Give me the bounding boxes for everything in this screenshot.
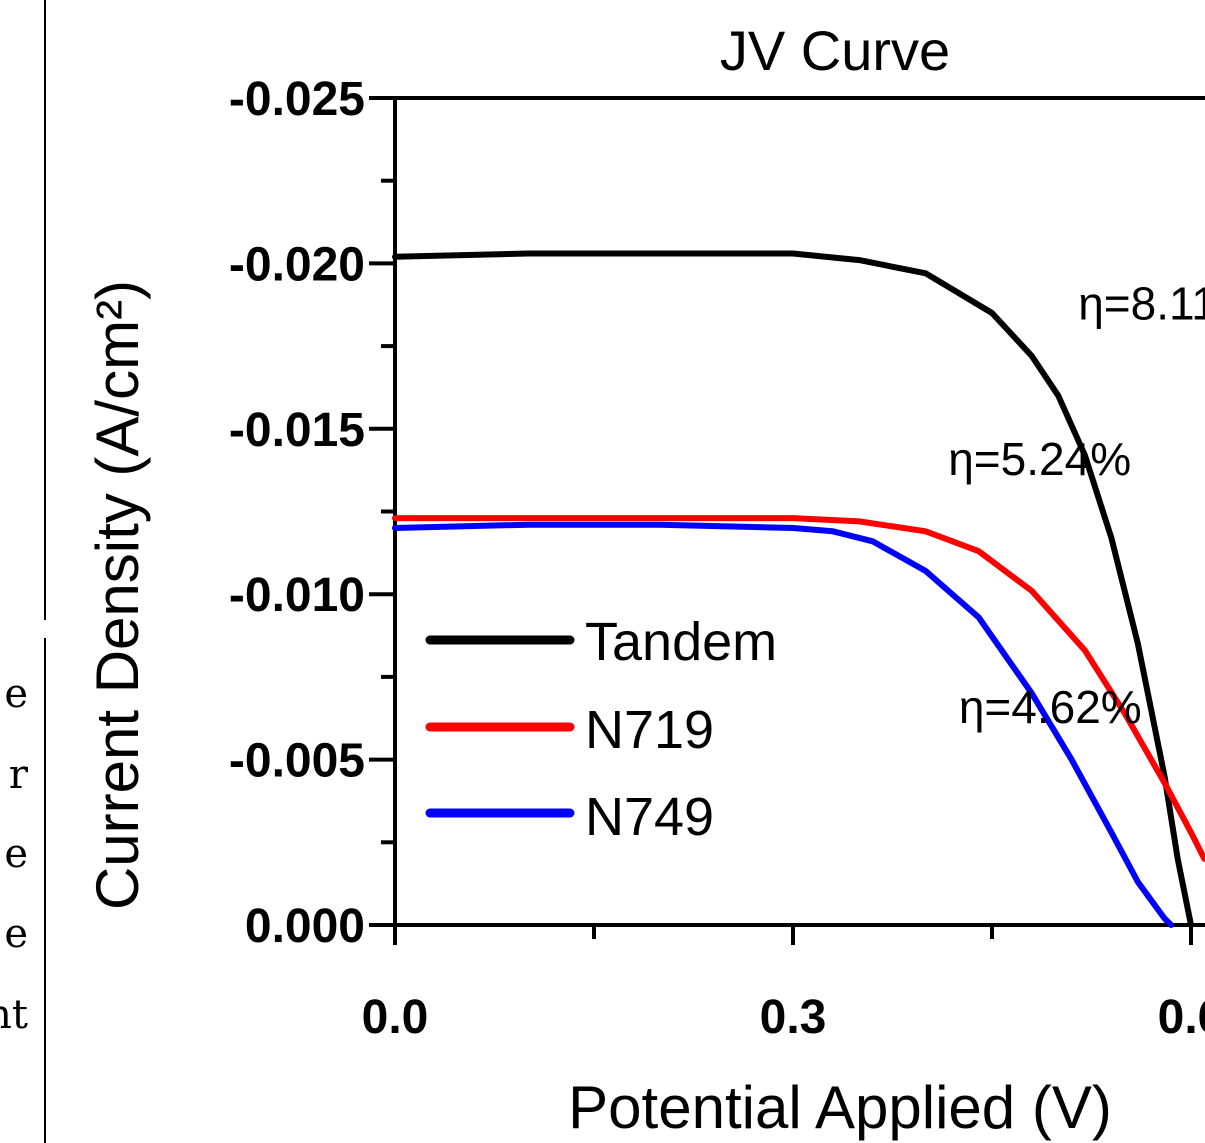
- plot-frame: [393, 96, 1205, 927]
- legend-label-n719: N719: [585, 700, 714, 760]
- series-line-tandem: [392, 250, 1194, 928]
- y-tick-label: -0.020: [229, 238, 365, 291]
- page-fragment-line: e: [4, 911, 28, 957]
- legend-label-tandem: Tandem: [585, 612, 777, 672]
- page-fragment: e r e e nt: [0, 0, 46, 1143]
- y-tick-label: 0.000: [245, 900, 365, 953]
- x-axis-label: Potential Applied (V): [568, 1074, 1112, 1141]
- x-tick-label: 0.6: [1158, 991, 1205, 1044]
- y-tick-label: -0.005: [229, 735, 365, 788]
- x-tick-label: 0.0: [362, 991, 429, 1044]
- y-axis-label: Current Density (A/cm²): [84, 280, 151, 910]
- efficiency-annotation: η=4.62%: [959, 681, 1142, 733]
- y-tick-label: -0.010: [229, 569, 365, 622]
- page-fragment-line: e: [4, 831, 28, 877]
- legend: Tandem N719 N749: [425, 612, 777, 847]
- series-line-n749: [392, 521, 1175, 928]
- efficiency-annotation: η=8.11%: [1078, 278, 1205, 330]
- annotations-layer: η=8.11% η=5.24% η=4.62%: [948, 278, 1205, 734]
- page-fragment-line: e: [4, 671, 28, 717]
- efficiency-annotation: η=5.24%: [948, 433, 1131, 485]
- y-tick-label: -0.015: [229, 404, 365, 457]
- series-line-n719: [392, 515, 1205, 862]
- y-tick-label: -0.025: [229, 73, 365, 126]
- ticks-layer: -0.025 -0.020 -0.015 -0.010 -0.005 0.000 0.0 0.…: [229, 73, 1205, 1044]
- page-fragment-line: nt: [0, 992, 28, 1038]
- page-fragment-line: r: [9, 752, 29, 798]
- x-tick-label: 0.3: [760, 991, 827, 1044]
- series-layer: [392, 250, 1205, 928]
- legend-label-n749: N749: [585, 787, 714, 847]
- chart-title: JV Curve: [720, 19, 950, 82]
